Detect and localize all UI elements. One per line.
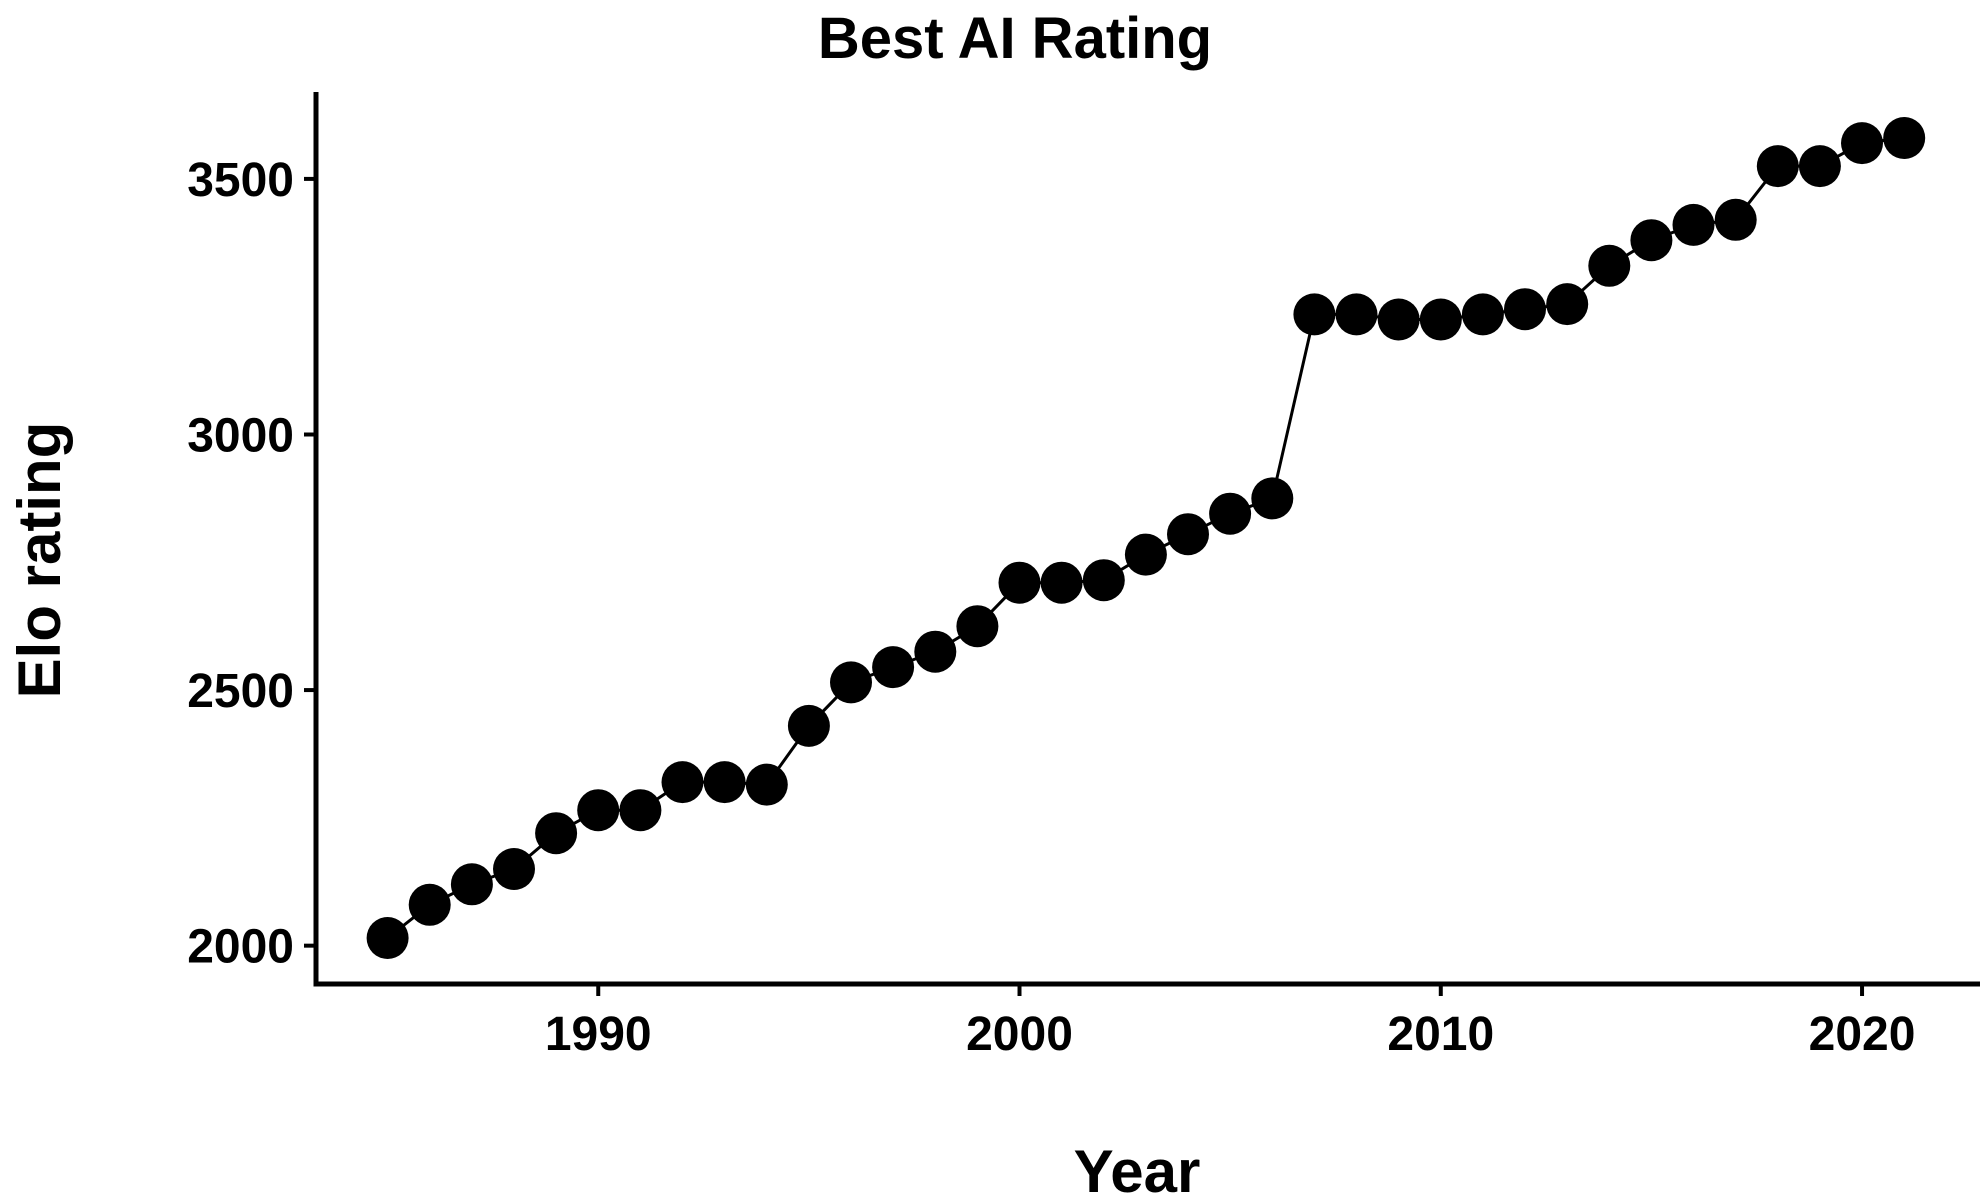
- x-tick-label: 2000: [966, 1008, 1073, 1061]
- data-point: [450, 863, 493, 906]
- data-point: [1714, 198, 1757, 241]
- data-point: [1377, 298, 1420, 341]
- axes: [313, 92, 1980, 987]
- ticks: 1990 2000 2010 2020 2000 2500 3000 3500: [187, 154, 1915, 1061]
- data-point: [1672, 203, 1715, 246]
- y-tick-label: 3000: [187, 409, 294, 462]
- y-axis-title: Elo rating: [6, 422, 73, 699]
- data-point: [1419, 298, 1462, 341]
- data-point: [914, 630, 957, 673]
- data-point: [1588, 244, 1631, 287]
- data-point: [577, 789, 620, 832]
- data-point: [408, 883, 451, 926]
- data-point: [1167, 513, 1209, 556]
- x-tick-label: 1990: [545, 1008, 652, 1061]
- y-tick-label: 2000: [187, 921, 294, 974]
- data-point: [1841, 122, 1883, 165]
- data-point: [1293, 293, 1336, 336]
- data-point: [745, 763, 788, 806]
- data-point: [661, 761, 704, 804]
- data-point: [1546, 283, 1589, 326]
- data-point: [830, 661, 872, 704]
- data-point: [1040, 561, 1083, 604]
- data-point: [1504, 288, 1546, 331]
- data-point: [703, 761, 746, 804]
- data-points: [366, 117, 1926, 959]
- data-point: [1798, 145, 1841, 188]
- data-point: [1335, 293, 1378, 336]
- data-point: [1630, 219, 1673, 262]
- data-point: [956, 605, 999, 648]
- x-tick-label: 2020: [1809, 1008, 1916, 1061]
- y-tick-label: 2500: [187, 665, 294, 718]
- data-point: [1461, 293, 1504, 336]
- chart-title: Best AI Rating: [818, 6, 1212, 71]
- data-point: [1251, 477, 1294, 520]
- data-point: [366, 917, 409, 959]
- x-axis-title: Year: [1074, 1138, 1201, 1204]
- data-point: [1124, 533, 1167, 576]
- data-point: [619, 789, 662, 832]
- data-point: [1082, 559, 1125, 602]
- data-point: [872, 646, 915, 689]
- data-point: [998, 561, 1041, 604]
- x-tick-label: 2010: [1387, 1008, 1494, 1061]
- data-point: [1209, 492, 1252, 535]
- data-point: [535, 812, 578, 855]
- data-point: [1756, 145, 1799, 188]
- data-point: [493, 848, 535, 890]
- y-tick-label: 3500: [187, 154, 294, 207]
- data-point: [1883, 117, 1926, 159]
- data-point: [787, 704, 830, 747]
